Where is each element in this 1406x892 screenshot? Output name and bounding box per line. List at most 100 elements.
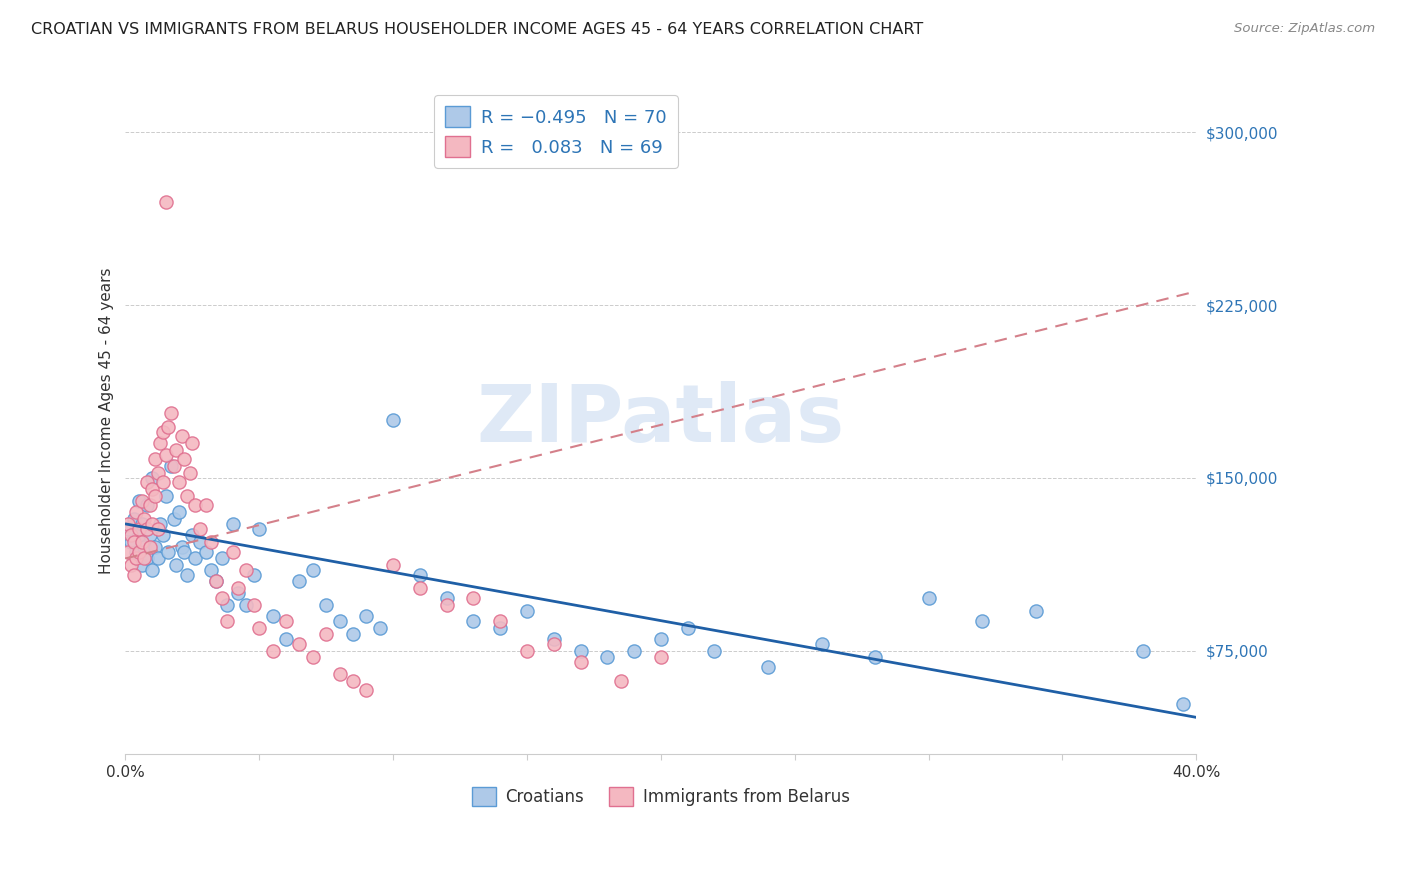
Point [160,459,183,474]
Point [143,452,166,467]
Point [368,621,391,635]
Point [173,544,195,558]
Point [157,420,180,434]
Point [274,614,297,628]
Point [141,483,163,497]
Point [543,632,565,646]
Point [221,544,243,558]
Point [176,489,198,503]
Point [122,512,145,526]
Point [165,558,187,573]
Point [205,574,228,589]
Point [596,650,619,665]
Point [184,551,207,566]
Point [128,544,150,558]
Point [146,551,169,566]
Point [235,563,257,577]
Point [609,673,631,688]
Point [135,475,157,490]
Point [329,666,352,681]
Point [152,528,174,542]
Point [489,621,512,635]
Point [176,567,198,582]
Point [302,563,325,577]
Point [170,429,193,443]
Point [863,650,886,665]
Point [703,643,725,657]
Point [165,443,187,458]
Point [543,637,565,651]
Point [138,528,160,542]
Point [200,535,222,549]
Point [120,528,142,542]
Point [131,494,153,508]
Point [190,535,212,549]
Point [179,467,201,481]
Point [342,673,364,688]
Point [516,643,538,657]
Point [167,475,190,490]
Point [274,632,297,646]
Point [120,558,142,573]
Point [181,528,204,542]
Point [217,614,239,628]
Point [243,567,266,582]
Point [146,467,169,481]
Point [342,627,364,641]
Point [143,540,166,554]
Point [117,516,139,531]
Point [155,194,177,209]
Point [917,591,939,605]
Point [436,591,458,605]
Legend: Croatians, Immigrants from Belarus: Croatians, Immigrants from Belarus [465,780,856,813]
Point [436,598,458,612]
Point [650,650,672,665]
Point [157,544,180,558]
Point [125,544,148,558]
Point [810,637,832,651]
Point [163,512,186,526]
Point [247,621,270,635]
Point [190,522,212,536]
Point [569,655,592,669]
Point [329,614,352,628]
Point [135,522,157,536]
Point [221,516,243,531]
Point [243,598,266,612]
Point [489,614,512,628]
Point [120,535,142,549]
Point [211,551,233,566]
Point [135,551,157,566]
Point [152,425,174,439]
Point [315,598,337,612]
Point [125,505,148,519]
Point [972,614,994,628]
Point [170,540,193,554]
Point [194,544,217,558]
Point [155,489,177,503]
Point [117,544,139,558]
Point [409,567,432,582]
Point [217,598,239,612]
Point [160,406,183,420]
Point [122,535,145,549]
Point [356,609,378,624]
Point [288,574,311,589]
Point [131,558,153,573]
Point [247,522,270,536]
Point [134,551,156,566]
Point [356,682,378,697]
Point [194,499,217,513]
Point [149,436,172,450]
Point [181,436,204,450]
Point [117,522,139,536]
Point [122,567,145,582]
Text: CROATIAN VS IMMIGRANTS FROM BELARUS HOUSEHOLDER INCOME AGES 45 - 64 YEARS CORREL: CROATIAN VS IMMIGRANTS FROM BELARUS HOUS… [31,22,924,37]
Point [173,452,195,467]
Point [155,448,177,462]
Point [149,516,172,531]
Point [125,551,148,566]
Point [288,637,311,651]
Point [463,614,485,628]
Point [235,598,257,612]
